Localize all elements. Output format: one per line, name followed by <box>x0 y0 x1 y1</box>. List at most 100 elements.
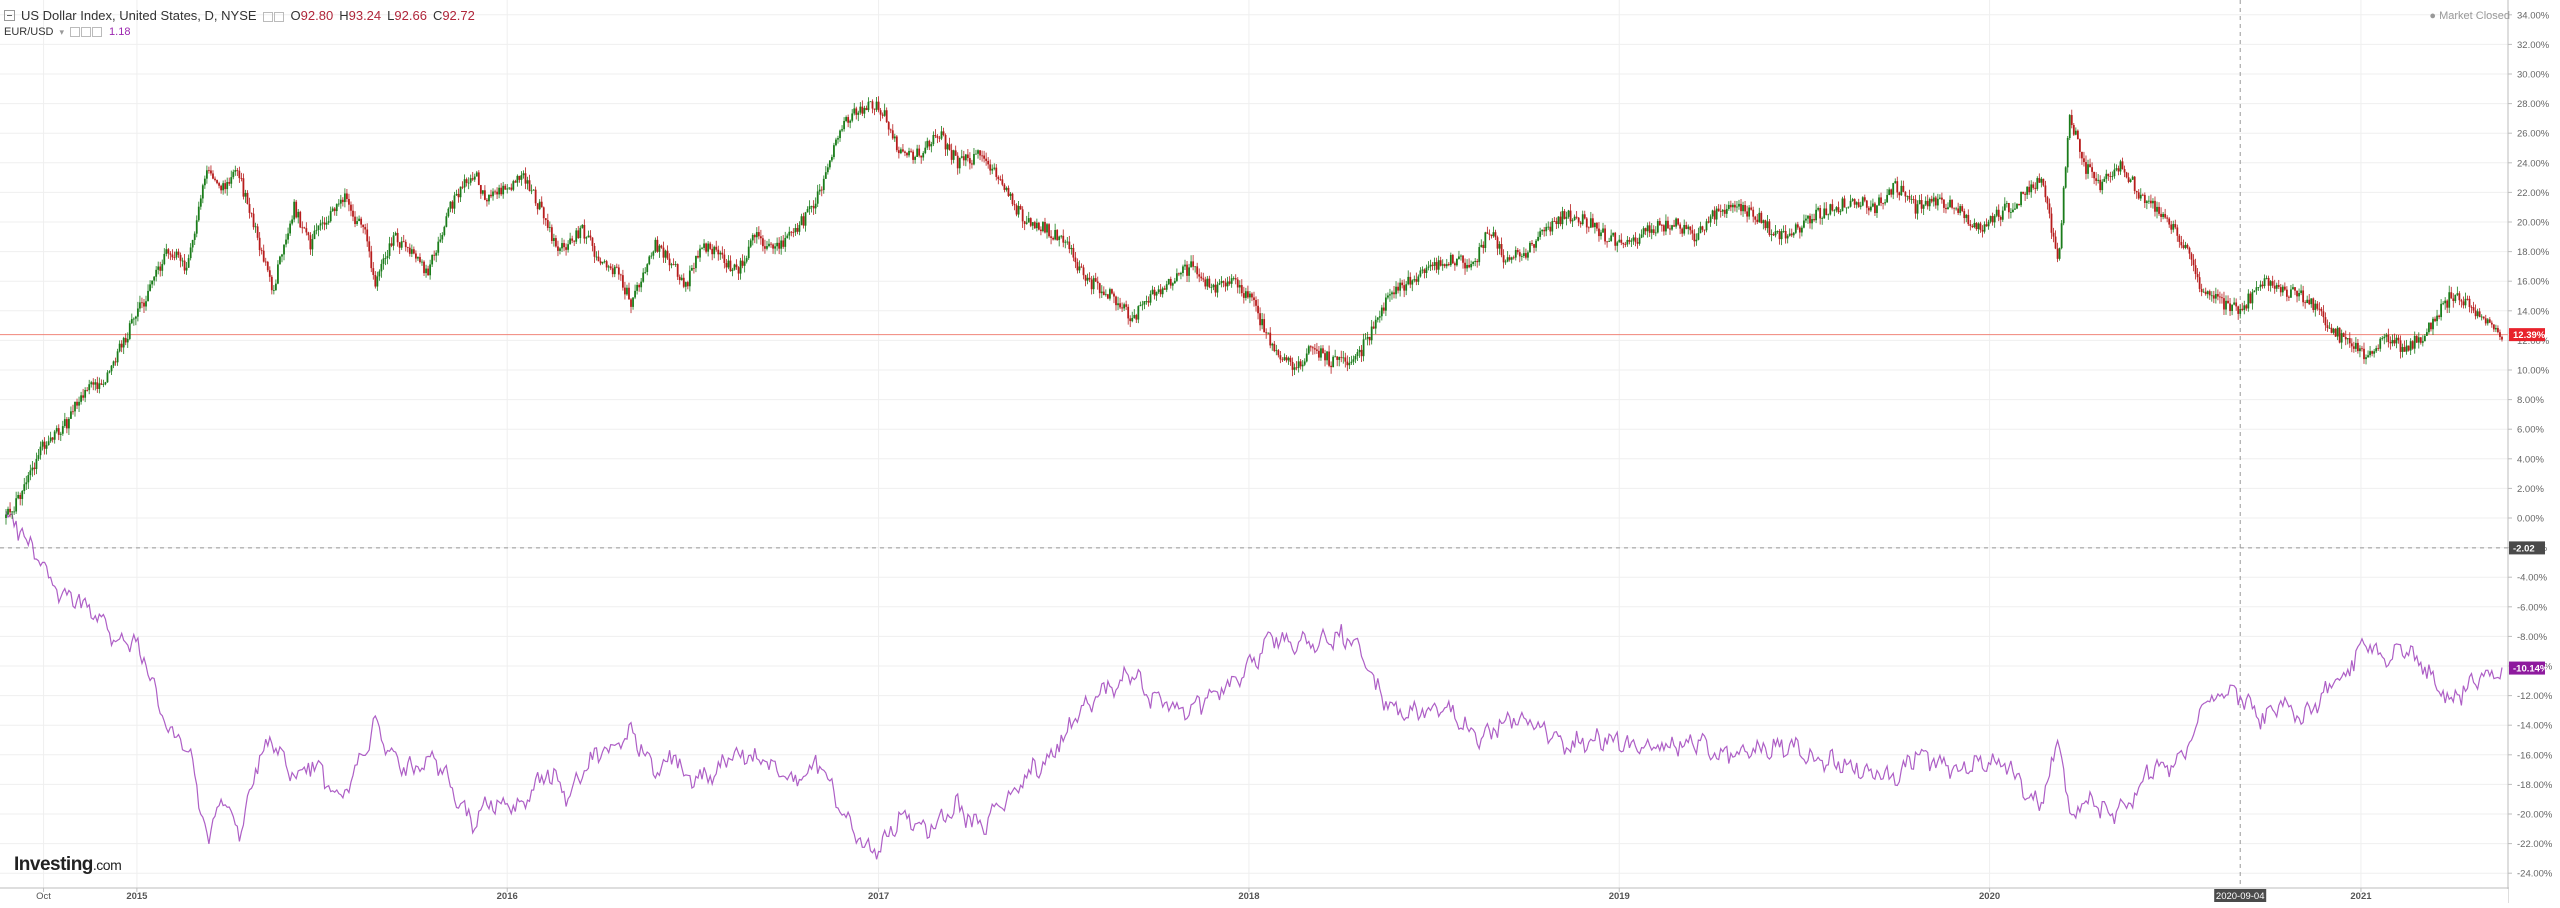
candle-body <box>613 266 616 275</box>
candle-body <box>812 205 815 209</box>
candle-body <box>2417 337 2420 343</box>
candle-body <box>236 170 239 171</box>
candle-body <box>725 262 728 268</box>
candle-body <box>1460 255 1462 257</box>
hide-icon[interactable] <box>81 27 92 38</box>
candle-body <box>1419 270 1422 277</box>
candle-body <box>1997 209 2000 217</box>
candle-body <box>2032 184 2035 188</box>
candle-body <box>1171 283 1174 286</box>
candle-body <box>2497 328 2499 333</box>
candle-body <box>31 467 34 471</box>
candle-body <box>1145 301 1148 302</box>
candle-body <box>1190 261 1192 268</box>
settings-icon[interactable] <box>262 11 273 22</box>
candle-body <box>2056 248 2059 259</box>
candle-body <box>435 252 438 256</box>
candle-body <box>2214 294 2217 299</box>
candle-body <box>605 261 608 268</box>
candle-body <box>1855 202 1858 205</box>
candle-body <box>1417 276 1420 282</box>
candle-body <box>1965 214 1968 219</box>
candle-body <box>676 264 679 277</box>
candle-body <box>1618 239 1621 243</box>
candle-body <box>1212 284 1215 288</box>
candle-body <box>1776 231 1779 232</box>
close-icon[interactable] <box>92 27 103 38</box>
brand-name: Investing <box>14 854 93 875</box>
candle-body <box>2070 115 2073 126</box>
candle-body <box>2423 335 2426 342</box>
candle-body <box>1137 306 1140 320</box>
candle-body <box>1354 356 1357 360</box>
candle-body <box>672 264 675 266</box>
candle-body <box>1959 206 1962 213</box>
candle-body <box>2018 203 2020 206</box>
candle-body <box>2300 290 2302 294</box>
candle-body <box>1591 218 1594 228</box>
candle-body <box>1293 367 1296 370</box>
candle-body <box>327 221 330 223</box>
candle-body <box>1750 207 1753 210</box>
y-tick-label: 32.00% <box>2517 40 2550 51</box>
candle-body <box>575 230 578 242</box>
candle-body <box>557 246 559 251</box>
candle-body <box>1701 226 1704 230</box>
candle-body <box>1437 260 1440 270</box>
candle-body <box>214 178 216 181</box>
candle-body <box>1322 348 1324 354</box>
candle-body <box>1705 221 1708 231</box>
candle-body <box>520 175 523 180</box>
chevron-down-icon[interactable]: ▾ <box>59 26 65 37</box>
candle-body <box>1449 254 1452 266</box>
candle-body <box>1336 356 1339 360</box>
candle-body <box>437 241 440 253</box>
candle-body <box>593 245 596 257</box>
symbol-title[interactable]: US Dollar Index, United States, D, NYSE <box>21 8 257 23</box>
candle-body <box>1265 332 1268 334</box>
candle-body <box>1512 257 1515 259</box>
candle-body <box>780 240 783 249</box>
candle-body <box>183 260 186 271</box>
candle-body <box>636 284 638 291</box>
candle-body <box>1226 281 1229 287</box>
candle-body <box>1480 244 1483 248</box>
candle-body <box>55 428 58 432</box>
candle-body <box>114 361 117 363</box>
candle-body <box>1350 361 1353 363</box>
candle-body <box>1744 205 1746 212</box>
settings-icon[interactable] <box>70 27 81 38</box>
candle-body <box>1729 204 1732 208</box>
candle-body <box>2231 304 2233 312</box>
candle-body <box>2131 176 2134 180</box>
candle-body <box>1642 228 1645 235</box>
hide-icon[interactable] <box>273 11 284 22</box>
candle-body <box>498 187 501 195</box>
candle-body <box>865 107 868 111</box>
candle-body <box>2468 298 2471 307</box>
candle-body <box>1589 218 1592 228</box>
candle-body <box>35 458 38 470</box>
candle-body <box>999 179 1002 180</box>
candle-body <box>1697 233 1700 240</box>
candle-body <box>749 240 752 247</box>
y-tick-label: 4.00% <box>2517 454 2544 465</box>
open-value: 92.80 <box>300 8 334 23</box>
candle-body <box>167 249 170 254</box>
candle-body <box>2407 345 2410 351</box>
candle-body <box>431 254 434 265</box>
collapse-icon[interactable] <box>4 10 15 21</box>
candle-body <box>1040 229 1042 232</box>
candle-body <box>2275 284 2278 289</box>
candle-body <box>2283 286 2286 290</box>
candle-body <box>766 246 768 249</box>
candle-body <box>1279 355 1282 360</box>
candle-body <box>1815 209 1817 221</box>
compare-symbol[interactable]: EUR/USD <box>4 26 54 38</box>
candle-body <box>1287 357 1290 361</box>
candle-body <box>2241 308 2244 310</box>
candle-body <box>1634 237 1637 243</box>
candle-body <box>2052 232 2055 237</box>
